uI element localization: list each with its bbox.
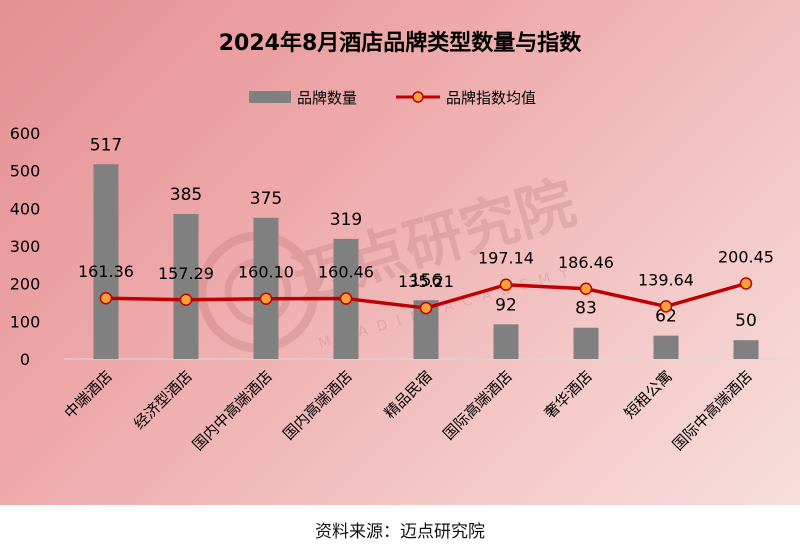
bar bbox=[173, 213, 199, 359]
bar bbox=[253, 217, 279, 359]
line-point bbox=[99, 291, 113, 305]
bar-value-labels: 517 385 375 319 156 92 83 62 50 bbox=[90, 135, 757, 331]
line-value-labels: 161.36 157.29 160.10 160.46 135.21 197.14 186.… bbox=[78, 247, 774, 291]
chart-title: 2024年8月酒店品牌类型数量与指数 bbox=[219, 30, 583, 56]
bar-value-label: 319 bbox=[330, 210, 362, 230]
y-tick-label: 300 bbox=[10, 237, 41, 256]
line-point bbox=[499, 278, 513, 291]
x-tick-label: 奢华酒店 bbox=[541, 367, 596, 422]
bar-value-label: 385 bbox=[170, 185, 202, 205]
y-tick-label: 400 bbox=[10, 199, 41, 218]
line-point bbox=[659, 300, 673, 313]
bar-series bbox=[93, 164, 759, 359]
line-value-label: 157.29 bbox=[158, 264, 214, 283]
bar-value-label: 517 bbox=[90, 135, 122, 155]
bar-value-label: 92 bbox=[495, 295, 517, 315]
line-point bbox=[179, 293, 193, 307]
line-point bbox=[739, 277, 753, 290]
x-tick-label: 国内中高端酒店 bbox=[189, 367, 276, 454]
line-point bbox=[259, 292, 273, 305]
line-value-label: 186.46 bbox=[558, 253, 614, 272]
x-tick-label: 精品民宿 bbox=[381, 367, 436, 422]
legend-line-label: 品牌指数均值 bbox=[446, 89, 536, 107]
x-tick-label: 经济型酒店 bbox=[130, 367, 196, 433]
bar bbox=[493, 324, 519, 359]
line-value-label: 197.14 bbox=[478, 249, 534, 268]
bar bbox=[733, 340, 759, 359]
line-value-label: 200.45 bbox=[718, 247, 774, 266]
line-value-label: 161.36 bbox=[78, 262, 134, 281]
legend: 品牌数量 品牌指数均值 bbox=[249, 89, 536, 107]
line-series bbox=[99, 277, 753, 315]
chart-svg: 迈点研究院 MEADIN ACADEMY 2024年8月酒店品牌类型数量与指数 … bbox=[10, 30, 790, 454]
bar bbox=[653, 335, 679, 359]
x-tick-label: 国际高端酒店 bbox=[439, 367, 515, 443]
x-tick-label: 短租公寓 bbox=[621, 367, 676, 422]
x-tick-label: 国际中高端酒店 bbox=[669, 367, 756, 454]
y-tick-label: 0 bbox=[20, 350, 30, 369]
y-tick-label: 500 bbox=[10, 162, 41, 181]
line-point bbox=[339, 292, 353, 305]
y-tick-label: 600 bbox=[10, 124, 41, 143]
line-value-label: 139.64 bbox=[638, 270, 694, 289]
y-tick-label: 100 bbox=[10, 312, 41, 331]
legend-bar-label: 品牌数量 bbox=[297, 89, 357, 107]
x-tick-label: 中端酒店 bbox=[61, 367, 116, 422]
line-point bbox=[419, 301, 433, 315]
bar-value-label: 50 bbox=[735, 311, 757, 331]
line-value-label: 135.21 bbox=[398, 272, 454, 291]
legend-line-marker bbox=[412, 91, 424, 103]
bar bbox=[93, 164, 119, 359]
bar-value-label: 375 bbox=[250, 189, 282, 209]
bar-value-label: 83 bbox=[575, 299, 597, 319]
bar bbox=[573, 327, 599, 359]
line-value-label: 160.46 bbox=[318, 263, 374, 282]
source-note: 资料来源：迈点研究院 bbox=[315, 522, 485, 542]
y-axis-ticks: 0 100 200 300 400 500 600 bbox=[10, 124, 41, 369]
bar-value-label: 156 bbox=[410, 271, 442, 291]
footer: 资料来源：迈点研究院 bbox=[0, 505, 800, 554]
y-tick-label: 200 bbox=[10, 275, 41, 294]
bar-value-label: 62 bbox=[655, 307, 677, 327]
x-tick-label: 国内高端酒店 bbox=[279, 367, 355, 443]
chart-panel: 迈点研究院 MEADIN ACADEMY 2024年8月酒店品牌类型数量与指数 … bbox=[0, 0, 800, 505]
watermark-text: 迈点研究院 bbox=[285, 168, 583, 313]
line-point bbox=[579, 282, 593, 296]
legend-bar-swatch bbox=[249, 91, 291, 103]
line-value-label: 160.10 bbox=[238, 263, 294, 282]
